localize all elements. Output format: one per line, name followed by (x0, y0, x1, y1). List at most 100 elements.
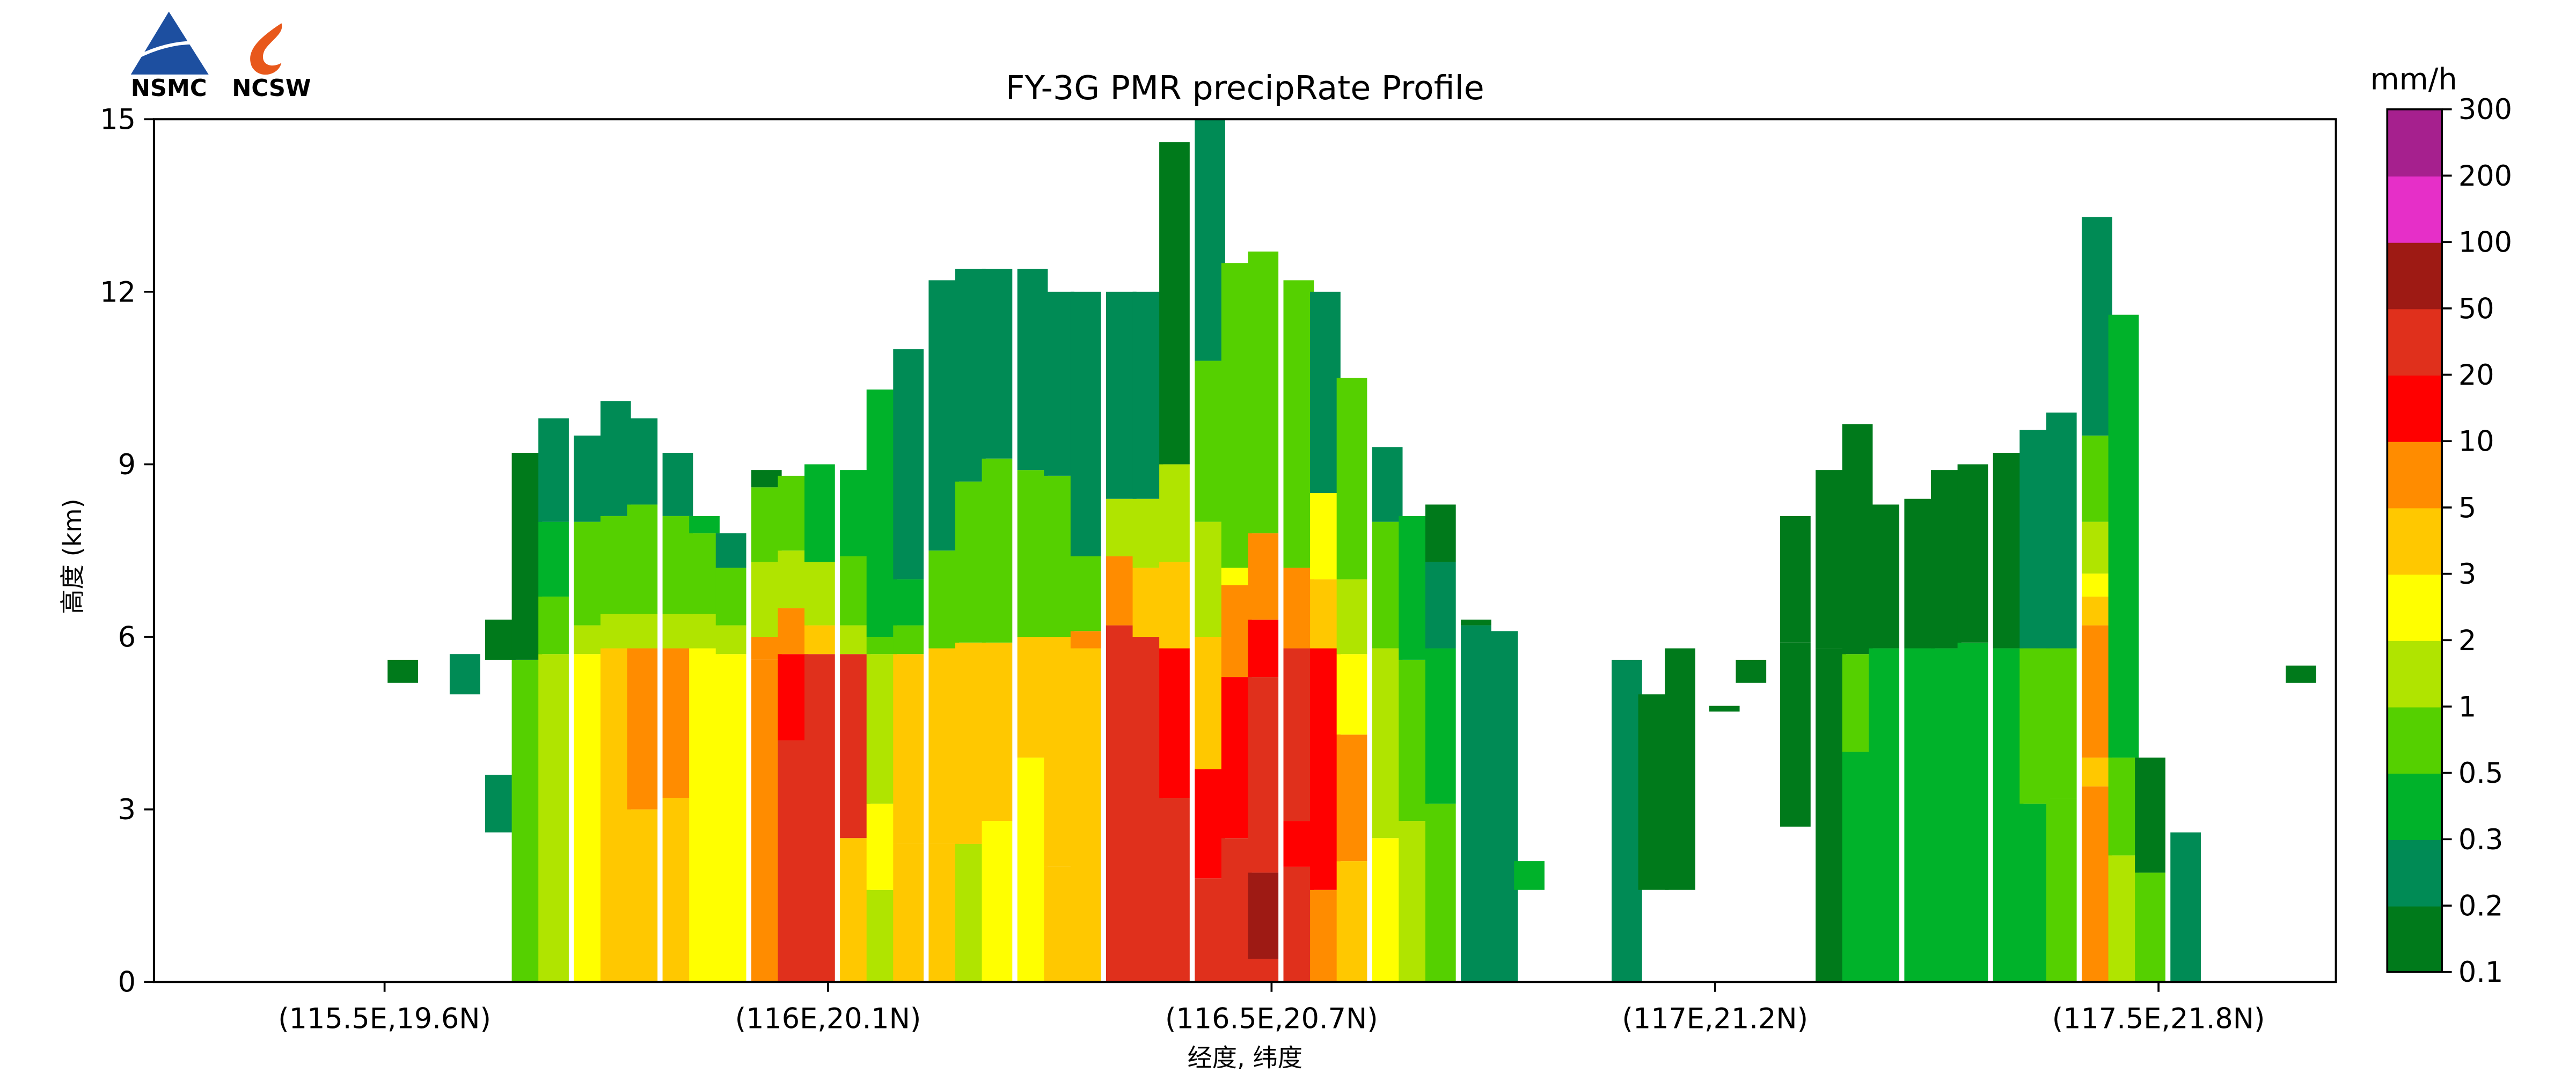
precip-cell (1461, 625, 1491, 982)
precip-cell (1993, 452, 2024, 649)
precip-cell (1195, 521, 1225, 637)
precip-cell (1336, 378, 1367, 579)
precip-cell (1736, 659, 1767, 683)
precip-cell (1842, 654, 1873, 752)
colorbar-tick-label: 10 (2458, 425, 2494, 458)
precip-cell (1993, 648, 2024, 982)
precip-cell (1283, 821, 1314, 867)
colorbar-tick-label: 300 (2458, 93, 2512, 126)
colorbar-swatch (2387, 706, 2442, 774)
precip-cell (1106, 498, 1137, 556)
nsmc-orbit-icon (131, 41, 206, 61)
precip-cell (1842, 752, 1873, 982)
precip-cell (1310, 493, 1341, 579)
precip-cell (982, 458, 1013, 643)
precip-cell (866, 890, 897, 982)
precip-cell (955, 843, 986, 982)
precip-cell (485, 619, 516, 660)
precip-cell (1248, 872, 1279, 959)
precip-cell (1336, 579, 1367, 655)
precip-cell (840, 838, 870, 982)
precip-cell (1372, 648, 1403, 839)
precip-cell (982, 268, 1013, 459)
precip-cell (751, 470, 782, 488)
precip-cell (2081, 758, 2112, 787)
precip-cell (2081, 596, 2112, 626)
colorbar-swatch (2387, 640, 2442, 708)
colorbar-tick-label: 5 (2458, 491, 2476, 524)
precip-cell (955, 268, 986, 482)
colorbar-swatch (2387, 308, 2442, 376)
precip-cell (627, 648, 658, 810)
precip-cell (1372, 838, 1403, 982)
precip-cell (1044, 866, 1074, 982)
precip-cell (2046, 648, 2077, 798)
precip-cell (627, 614, 658, 649)
precip-cell (574, 521, 605, 626)
precip-cell (1709, 705, 1740, 712)
precip-cell (1248, 959, 1279, 982)
precip-cell (751, 562, 782, 637)
colorbar-tick-label: 0.1 (2458, 956, 2503, 989)
precip-cell (893, 843, 924, 982)
x-tick-label: (115.5E,19.6N) (278, 1003, 491, 1035)
precip-cell (778, 740, 809, 982)
precip-cell (1399, 659, 1430, 821)
y-tick-label: 0 (118, 966, 136, 999)
precip-cell (1017, 268, 1048, 471)
precip-cell (893, 654, 924, 844)
precip-cell (387, 659, 418, 683)
colorbar-tick-label: 100 (2458, 226, 2512, 259)
precip-cell (1159, 648, 1190, 798)
precip-cell (1931, 470, 1962, 649)
colorbar-swatch (2387, 374, 2442, 442)
precip-cell (2081, 786, 2112, 982)
precip-cell (866, 654, 897, 804)
precip-cell (1017, 637, 1048, 758)
x-axis-label: 经度, 纬度 (1188, 1043, 1302, 1072)
precip-cell (2081, 625, 2112, 758)
colorbar-unit: mm/h (2370, 62, 2457, 97)
precip-cell (751, 487, 782, 562)
precip-cell (662, 614, 693, 649)
precip-cell (1514, 861, 1545, 890)
precip-cell (1070, 631, 1101, 649)
colorbar-swatch (2387, 109, 2442, 177)
colorbar-tick-label: 50 (2458, 292, 2494, 325)
precip-cell (2108, 314, 2139, 758)
nsmc-logo-text: NSMC (131, 75, 207, 102)
precip-cell (778, 550, 809, 608)
precip-cell (2046, 412, 2077, 649)
precip-cell (1248, 677, 1279, 873)
precip-cell (627, 809, 658, 982)
nsmc-logo: NSMC (130, 11, 209, 102)
precip-cell (2108, 758, 2139, 856)
precip-cell (627, 418, 658, 505)
precip-cell (1132, 568, 1163, 637)
precip-cell (627, 504, 658, 614)
precip-cell (1221, 263, 1252, 568)
precip-cell (1487, 631, 1518, 982)
precip-cell (662, 452, 693, 516)
precip-cell (2081, 521, 2112, 574)
precip-cell (1780, 516, 1811, 643)
precip-cell (1461, 619, 1491, 626)
precip-cell (1195, 878, 1225, 982)
precip-cell (840, 625, 870, 655)
precip-cell (1310, 579, 1341, 649)
chart-title: FY-3G PMR precipRate Profile (1006, 69, 1484, 107)
precip-cell (1283, 648, 1314, 821)
precip-cell (1221, 677, 1252, 839)
ncsw-flame-icon (250, 23, 282, 75)
precip-cell (689, 648, 720, 982)
nsmc-triangle-icon (130, 11, 209, 75)
precip-cell (1780, 642, 1811, 827)
precip-cell (2019, 803, 2051, 982)
colorbar-swatch (2387, 441, 2442, 509)
precip-cell (1283, 568, 1314, 649)
precip-cell (689, 516, 720, 534)
precip-cell (1957, 464, 1988, 643)
precip-cell (485, 775, 516, 833)
colorbar-swatch (2387, 574, 2442, 641)
precip-cell (778, 608, 809, 655)
